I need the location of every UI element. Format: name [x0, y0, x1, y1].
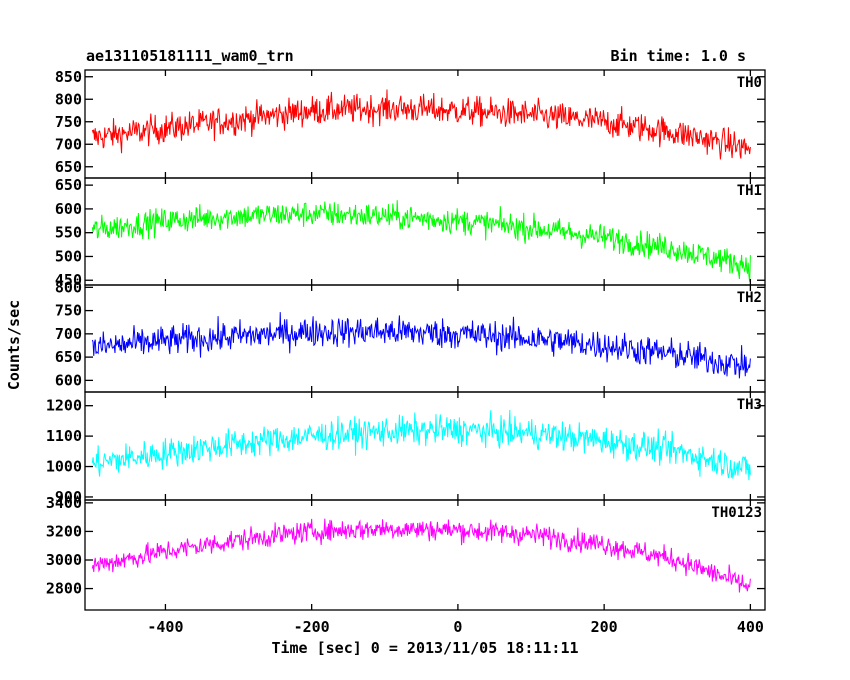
y-tick-label-th2: 800: [55, 278, 82, 296]
y-tick-label-th2: 700: [55, 325, 82, 343]
y-axis-label: Counts/sec: [5, 300, 23, 390]
y-tick-label-th1: 650: [55, 176, 82, 194]
panel-th2: 600 650 700 750 800 TH2: [55, 278, 766, 393]
panel-name-th0: TH0: [737, 75, 762, 91]
panel-frame-th0123: [84, 499, 766, 611]
y-tick-label-th0123: 3200: [46, 522, 82, 540]
y-tick-label-th0123: 3000: [46, 551, 82, 569]
y-tick-label-th2: 750: [55, 302, 82, 320]
y-tick-label-th2: 650: [55, 348, 82, 366]
panel-th1: 450 500 550 600 650 TH1: [55, 176, 766, 289]
panel-name-th3: TH3: [737, 397, 762, 413]
y-tick-label-th3: 1200: [46, 397, 82, 415]
x-tick-label: 200: [591, 618, 618, 636]
panel-name-th0123: TH0123: [711, 505, 762, 521]
chart-title-left: ae131105181111_wam0_trn: [86, 47, 294, 65]
panel-name-th2: TH2: [737, 290, 762, 306]
series-line-th2: [91, 312, 751, 379]
y-tick-label-th0: 700: [55, 135, 82, 153]
series-line-th0123: [91, 518, 751, 593]
y-tick-label-th1: 600: [55, 200, 82, 218]
panel-th0: 650 700 750 800 850 TH0: [55, 68, 766, 179]
series-line-th3: [91, 410, 751, 481]
y-tick-label-th1: 550: [55, 224, 82, 242]
x-axis: -400 -200 0 200 400: [147, 618, 764, 636]
y-tick-label-th0123: 3400: [46, 494, 82, 512]
series-line-th0: [91, 89, 751, 160]
y-tick-label-th3: 900: [55, 488, 82, 506]
x-tick-label: 400: [737, 618, 764, 636]
panel-th3: 900 1000 1100 1200 TH3: [46, 391, 766, 506]
panel-frame-th1: [84, 177, 766, 286]
x-axis-label: Time [sec] 0 = 2013/11/05 18:11:11: [271, 639, 578, 657]
y-tick-label-th0: 650: [55, 158, 82, 176]
y-tick-label-th0: 750: [55, 113, 82, 131]
x-tick-label: -400: [147, 618, 183, 636]
x-tick-label: 0: [453, 618, 462, 636]
y-tick-label-th0: 800: [55, 90, 82, 108]
x-tick-label: -200: [294, 618, 330, 636]
chart-title-right: Bin time: 1.0 s: [611, 47, 746, 65]
y-tick-label-th1: 450: [55, 271, 82, 289]
y-tick-label-th3: 1100: [46, 427, 82, 445]
y-tick-label-th1: 500: [55, 247, 82, 265]
panel-name-th1: TH1: [737, 183, 762, 199]
panel-th0123: 2800 3000 3200 3400 TH0123: [46, 494, 766, 611]
y-tick-label-th3: 1000: [46, 458, 82, 476]
y-tick-label-th0123: 2800: [46, 580, 82, 598]
y-tick-label-th0: 850: [55, 68, 82, 86]
series-line-th1: [91, 200, 751, 282]
y-tick-label-th2: 600: [55, 371, 82, 389]
